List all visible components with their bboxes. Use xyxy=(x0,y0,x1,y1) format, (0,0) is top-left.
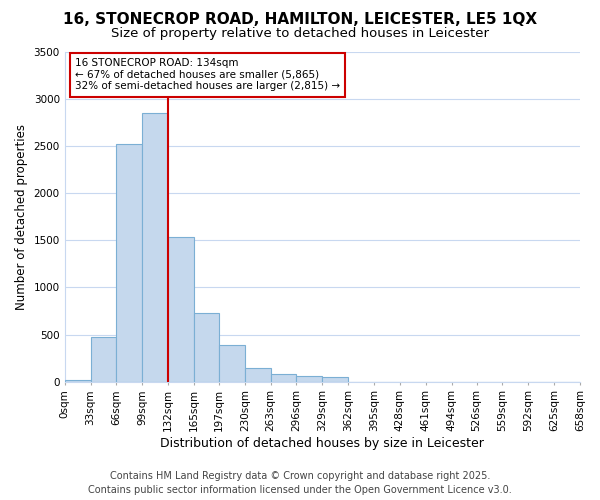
Bar xyxy=(116,144,142,382)
Y-axis label: Number of detached properties: Number of detached properties xyxy=(15,124,28,310)
Bar xyxy=(65,380,91,382)
Text: 16 STONECROP ROAD: 134sqm
← 67% of detached houses are smaller (5,865)
32% of se: 16 STONECROP ROAD: 134sqm ← 67% of detac… xyxy=(75,58,340,92)
Bar xyxy=(271,374,296,382)
Bar xyxy=(296,376,322,382)
Bar xyxy=(194,313,219,382)
Text: 16, STONECROP ROAD, HAMILTON, LEICESTER, LE5 1QX: 16, STONECROP ROAD, HAMILTON, LEICESTER,… xyxy=(63,12,537,28)
Bar xyxy=(168,238,194,382)
Text: Contains HM Land Registry data © Crown copyright and database right 2025.
Contai: Contains HM Land Registry data © Crown c… xyxy=(88,471,512,495)
Bar xyxy=(322,377,348,382)
Bar xyxy=(91,338,116,382)
Text: Size of property relative to detached houses in Leicester: Size of property relative to detached ho… xyxy=(111,28,489,40)
X-axis label: Distribution of detached houses by size in Leicester: Distribution of detached houses by size … xyxy=(160,437,484,450)
Bar xyxy=(245,368,271,382)
Bar xyxy=(219,345,245,382)
Bar xyxy=(142,113,168,382)
